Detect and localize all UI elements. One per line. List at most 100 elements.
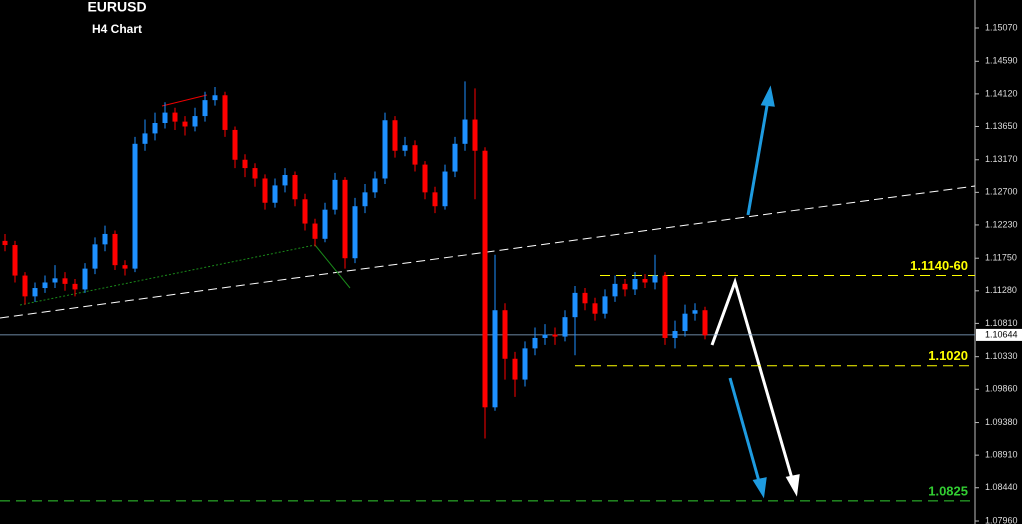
candle-body <box>312 223 318 239</box>
candle-body <box>322 209 328 239</box>
candle-body <box>602 296 608 314</box>
y-tick-label: 1.10330 <box>985 351 1018 361</box>
candle-body <box>692 310 698 314</box>
chart-subtitle: H4 Chart <box>92 22 142 36</box>
candle-body <box>522 348 528 380</box>
candle-body <box>542 334 548 338</box>
candle-body <box>52 278 58 283</box>
candle-body <box>582 292 588 304</box>
candle-body <box>122 265 128 269</box>
arrow <box>746 99 770 216</box>
y-tick-label: 1.11280 <box>985 285 1017 295</box>
candle-body <box>412 145 418 165</box>
candle-body <box>62 278 68 284</box>
last-price-label: 1.10644 <box>985 329 1018 339</box>
y-tick-label: 1.11750 <box>985 253 1017 263</box>
candle-body <box>482 150 488 408</box>
candle-body <box>232 129 238 160</box>
y-tick-label: 1.09860 <box>985 384 1018 394</box>
arrow-head <box>785 474 800 497</box>
candle-body <box>82 268 88 290</box>
candle-body <box>702 310 708 336</box>
candle-body <box>592 303 598 314</box>
candle-body <box>142 133 148 144</box>
candle-body <box>472 119 478 151</box>
arrow <box>728 377 762 486</box>
arrow-head <box>752 477 767 499</box>
y-tick-label: 1.07960 <box>985 515 1018 524</box>
y-tick-label: 1.14590 <box>985 56 1018 66</box>
candle-body <box>422 164 428 193</box>
candle-body <box>22 275 28 297</box>
candle-body <box>72 283 78 290</box>
candle-body <box>172 112 178 122</box>
candle-body <box>632 279 638 290</box>
support-line <box>19 244 316 306</box>
candle-body <box>12 245 18 276</box>
candle-body <box>512 358 518 380</box>
candle-body <box>362 192 368 207</box>
candle-body <box>642 279 648 283</box>
candle-body <box>662 275 668 338</box>
arrow <box>710 277 795 483</box>
candle-body <box>272 185 278 203</box>
y-tick-label: 1.15070 <box>985 22 1018 32</box>
resistance-line <box>161 94 208 107</box>
candle-body <box>502 310 508 359</box>
candle-body <box>192 116 198 127</box>
candle-body <box>492 310 498 408</box>
candle-body <box>442 171 448 207</box>
candle-body <box>332 179 338 210</box>
candle-body <box>462 119 468 144</box>
candle-body <box>532 337 538 349</box>
candle-body <box>372 178 378 193</box>
candle-body <box>262 178 268 203</box>
candle-body <box>562 317 568 337</box>
candle-body <box>552 334 558 337</box>
candle-body <box>392 120 398 151</box>
candle-body <box>302 199 308 224</box>
candle-body <box>2 240 8 246</box>
candle-body <box>282 175 288 186</box>
candle-body <box>182 121 188 127</box>
candle-body <box>352 206 358 259</box>
candle-body <box>672 331 678 338</box>
candle-body <box>162 112 168 124</box>
candle-body <box>432 192 438 207</box>
candle-body <box>622 283 628 290</box>
y-tick-label: 1.10810 <box>985 318 1018 328</box>
candle-body <box>682 313 688 332</box>
candle-body <box>102 233 108 245</box>
candle-body <box>42 282 48 289</box>
y-tick-label: 1.13170 <box>985 154 1018 164</box>
candle-body <box>222 95 228 130</box>
candle-body <box>612 283 618 297</box>
candle-body <box>452 143 458 172</box>
candle-body <box>212 95 218 101</box>
candle-body <box>152 123 158 134</box>
level-label: 1.1140-60 <box>910 258 968 273</box>
candle-body <box>32 288 38 297</box>
level-label: 1.1020 <box>928 348 968 363</box>
candle-body <box>292 175 298 200</box>
y-tick-label: 1.09380 <box>985 417 1018 427</box>
last-price-box <box>976 328 1022 341</box>
candle-body <box>112 233 118 266</box>
y-tick-label: 1.13650 <box>985 121 1018 131</box>
candle-body <box>402 145 408 151</box>
candle-body <box>92 244 98 269</box>
arrows <box>710 85 800 499</box>
candle-body <box>342 179 348 259</box>
candle-body <box>202 100 208 117</box>
y-tick-label: 1.08440 <box>985 482 1018 492</box>
candle-body <box>132 143 138 269</box>
y-tick-label: 1.12230 <box>985 219 1018 229</box>
level-label: 1.0825 <box>928 483 968 498</box>
candle-body <box>242 159 248 169</box>
chart-title: EURUSD <box>87 0 146 15</box>
arrow-head <box>760 85 775 107</box>
y-tick-label: 1.14120 <box>985 88 1018 98</box>
y-tick-label: 1.08910 <box>985 450 1018 460</box>
candle-body <box>652 275 658 283</box>
